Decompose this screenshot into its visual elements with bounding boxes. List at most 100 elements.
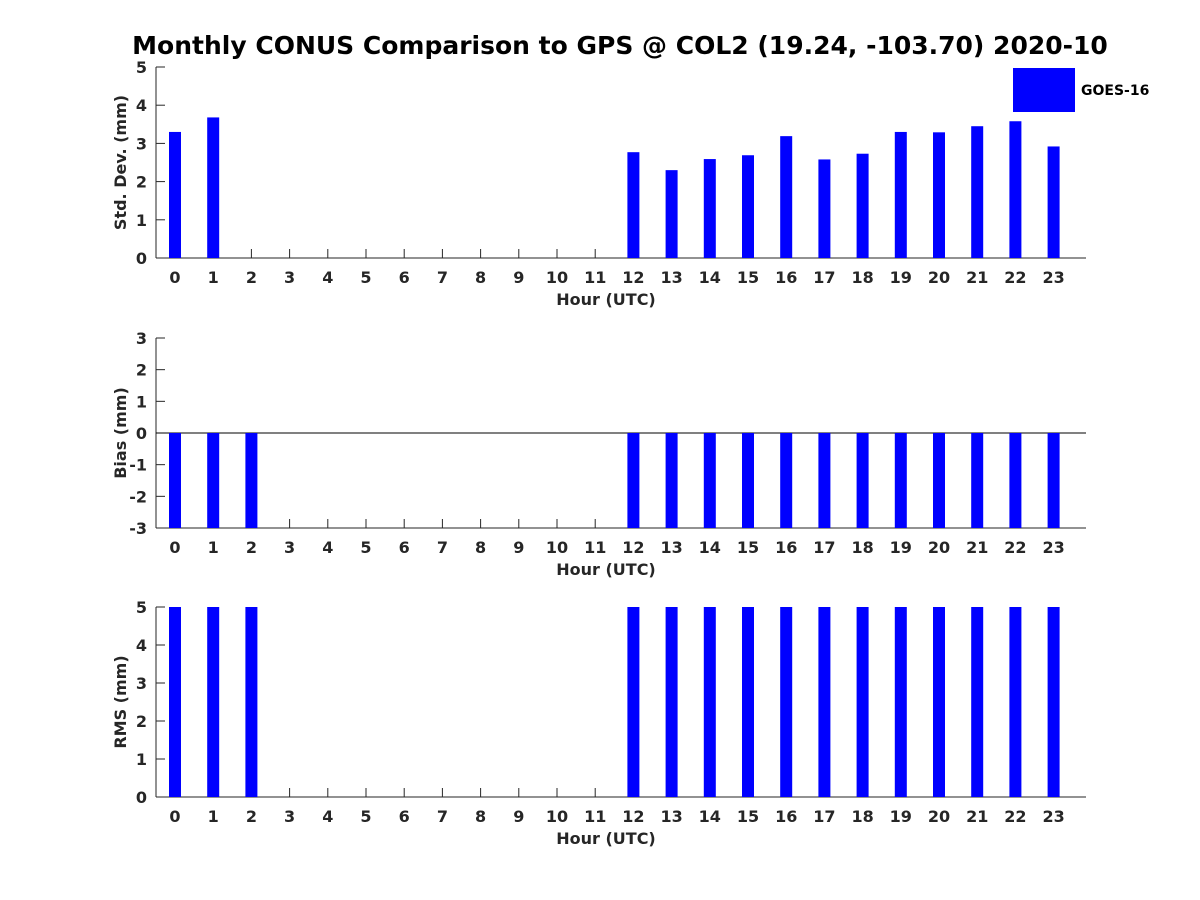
bar [1047,433,1060,528]
x-tick-label: 14 [699,807,721,826]
x-tick-label: 14 [699,268,721,287]
y-tick-label: 1 [136,211,147,230]
bar [703,159,716,258]
legend: GOES-16 [1013,68,1149,112]
bar [933,433,945,528]
y-tick-label: 5 [136,58,147,77]
x-tick-label: 2 [246,268,257,287]
legend-label: GOES-16 [1081,83,1149,99]
bar [894,433,907,528]
x-tick-label: 15 [737,268,759,287]
bar [856,153,869,258]
x-tick-label: 16 [775,538,797,557]
bar [207,607,220,797]
bar [1047,146,1060,258]
y-tick-label: 0 [136,249,147,268]
x-tick-label: 1 [208,538,219,557]
x-tick-label: 9 [513,807,524,826]
x-tick-label: 3 [284,807,295,826]
bar [742,607,754,797]
x-tick-label: 2 [246,538,257,557]
bar [894,607,907,797]
bar [245,607,258,797]
bar [207,117,220,258]
x-tick-label: 23 [1042,538,1064,557]
x-tick-label: 20 [928,268,950,287]
x-tick-label: 22 [1004,807,1026,826]
bar [856,607,869,797]
bar [245,433,258,528]
x-tick-label: 12 [622,268,644,287]
y-tick-label: 3 [136,134,147,153]
x-tick-label: 10 [546,268,568,287]
bar [665,170,678,258]
x-tick-label: 8 [475,538,486,557]
bar [169,131,181,258]
x-tick-label: 10 [546,807,568,826]
x-tick-label: 19 [890,268,912,287]
bar [818,607,831,797]
x-tick-label: 23 [1042,268,1064,287]
bar [1009,121,1022,258]
y-axis-label: Bias (mm) [111,387,130,479]
bar [1009,607,1022,797]
x-tick-label: 22 [1004,538,1026,557]
x-tick-label: 16 [775,268,797,287]
x-tick-label: 5 [360,538,371,557]
x-tick-label: 8 [475,268,486,287]
x-tick-label: 4 [322,538,333,557]
x-tick-label: 13 [660,268,682,287]
x-tick-label: 4 [322,268,333,287]
y-tick-label: 4 [136,96,147,115]
y-tick-label: -3 [129,519,147,538]
x-tick-label: 18 [851,268,873,287]
x-tick-label: 20 [928,538,950,557]
bar [703,607,716,797]
x-tick-label: 12 [622,538,644,557]
bar [971,607,984,797]
x-tick-label: 9 [513,538,524,557]
x-tick-label: 1 [208,268,219,287]
y-axis-label: Std. Dev. (mm) [111,95,130,230]
x-tick-label: 14 [699,538,721,557]
x-tick-label: 12 [622,807,644,826]
y-tick-label: 2 [136,173,147,192]
bar [665,607,678,797]
bar [894,131,907,258]
y-tick-label: 3 [136,674,147,693]
bar [818,433,831,528]
x-tick-label: 16 [775,807,797,826]
x-tick-label: 13 [660,807,682,826]
x-tick-label: 7 [437,538,448,557]
x-tick-label: 15 [737,538,759,557]
bar [742,433,754,528]
bar [627,607,640,797]
x-tick-label: 3 [284,268,295,287]
y-tick-label: 5 [136,598,147,617]
x-tick-label: 17 [813,538,835,557]
x-tick-label: 17 [813,807,835,826]
bar [169,607,181,797]
y-tick-label: 1 [136,392,147,411]
x-tick-label: 2 [246,807,257,826]
x-tick-label: 7 [437,807,448,826]
x-tick-label: 8 [475,807,486,826]
x-tick-label: 10 [546,538,568,557]
x-tick-label: 6 [399,268,410,287]
x-tick-label: 15 [737,807,759,826]
bar [665,433,678,528]
x-axis-label: Hour (UTC) [556,560,656,579]
bar [933,132,945,258]
x-tick-label: 9 [513,268,524,287]
y-tick-label: 0 [136,788,147,807]
x-tick-label: 0 [169,807,180,826]
x-tick-label: 11 [584,538,606,557]
y-tick-label: -2 [129,487,147,506]
y-tick-label: 2 [136,712,147,731]
x-tick-label: 18 [851,538,873,557]
chart-title: Monthly CONUS Comparison to GPS @ COL2 (… [132,31,1108,60]
y-axis-label: RMS (mm) [111,655,130,748]
y-tick-label: 2 [136,361,147,380]
